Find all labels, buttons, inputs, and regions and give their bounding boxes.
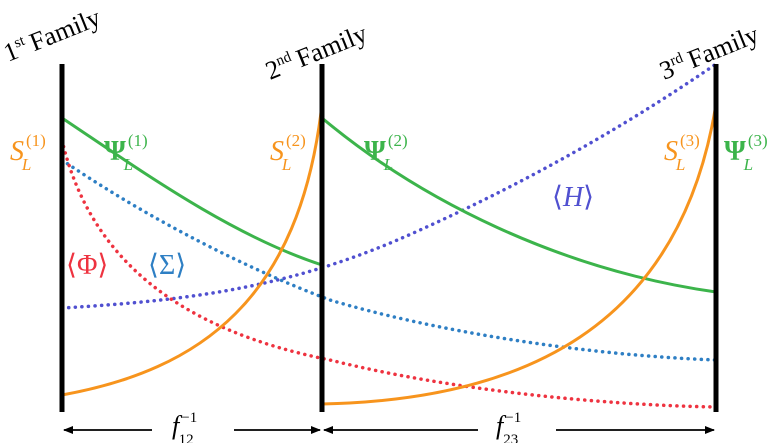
distance-label-23: f −1 23 [496,410,521,443]
s-label-3: S (3) L [664,131,700,174]
s-curve-1 [61,103,324,397]
psi-label-2: Ψ (2) L [364,131,408,174]
family-label-3: 3rdFamily [655,20,762,86]
s-label-2: S (2) L [270,131,306,174]
s-label-1: S (1) L [10,131,46,174]
psi-curve-2 [321,116,717,294]
psi-label-1: Ψ (1) L [104,131,148,174]
higgs-curve [60,62,718,310]
sigma-label: ⟨Σ⟩ [148,250,186,281]
s-curve-2 [321,103,718,406]
family-label-1: 1stFamily [0,3,105,68]
distance-label-12: f −1 12 [172,410,197,443]
sigma-curve [60,158,718,362]
phi-curve [60,138,718,409]
higgs-label: ⟨H⟩ [552,182,594,213]
psi-label-3: Ψ (3) L [724,131,768,174]
psi-curve-1 [61,116,323,267]
family-label-2: 2ndFamily [261,19,371,86]
phi-label: ⟨Φ⟩ [66,250,108,281]
